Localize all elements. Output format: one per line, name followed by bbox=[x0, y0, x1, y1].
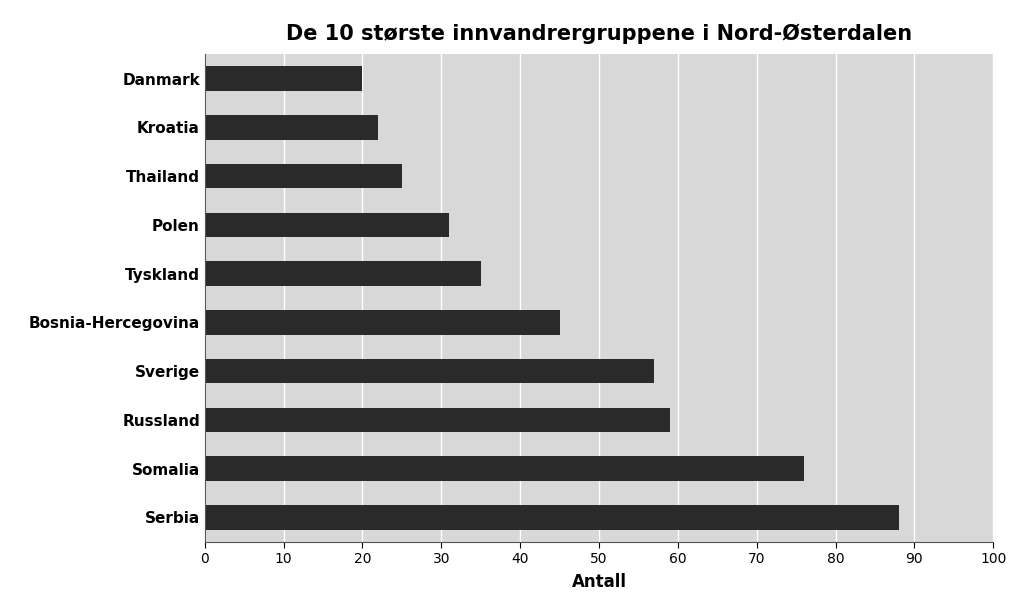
Bar bbox=[205, 310, 559, 335]
Bar bbox=[205, 359, 654, 383]
Bar bbox=[205, 408, 670, 432]
Bar bbox=[205, 456, 804, 481]
X-axis label: Antall: Antall bbox=[571, 573, 627, 591]
Bar bbox=[205, 164, 401, 188]
Bar bbox=[205, 261, 481, 286]
Bar bbox=[205, 213, 450, 237]
Bar bbox=[205, 505, 899, 530]
Bar bbox=[205, 115, 378, 140]
Bar bbox=[205, 66, 362, 91]
Title: De 10 største innvandrergruppene i Nord-Østerdalen: De 10 største innvandrergruppene i Nord-… bbox=[286, 24, 912, 45]
